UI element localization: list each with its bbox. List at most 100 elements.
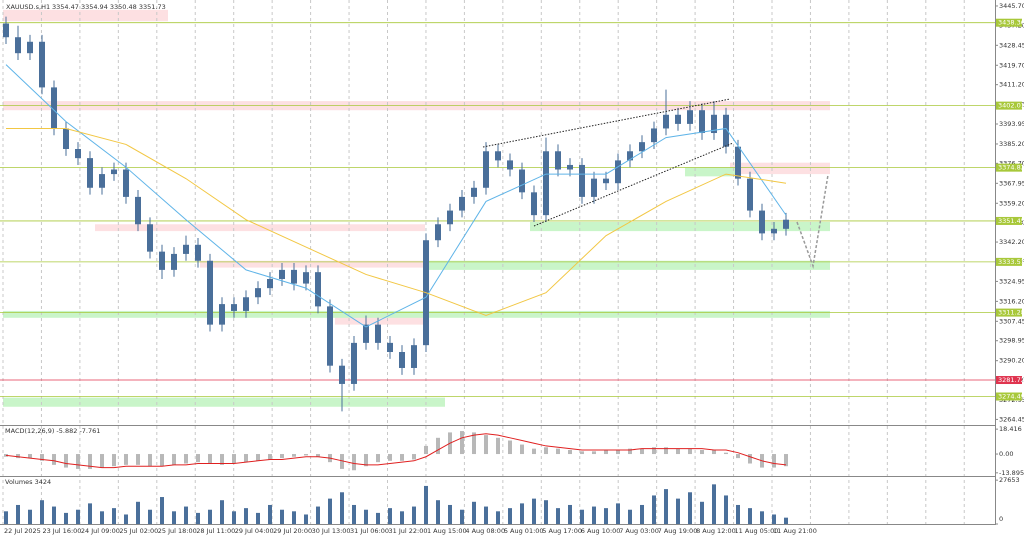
volume-bar (4, 511, 8, 524)
candle-body (663, 114, 669, 129)
y-tick-label: 3376.70 (999, 159, 1024, 167)
macd-bar (736, 454, 740, 459)
macd-bar (640, 448, 644, 455)
volume-bar (316, 506, 320, 524)
volume-bar (592, 506, 596, 524)
candle-body (735, 146, 741, 179)
volume-bar (172, 511, 176, 524)
macd-bar (616, 449, 620, 455)
volume-bar (772, 514, 776, 524)
x-tick-label: 5 Aug 17:00 (542, 527, 582, 535)
volume-bar (328, 498, 332, 524)
candle-body (651, 128, 657, 143)
macd-bar (40, 454, 44, 461)
macd-bar (496, 437, 500, 455)
macd-bar (628, 448, 632, 455)
volume-bar (304, 514, 308, 524)
x-tick-label: 31 Jul 06:00 (350, 527, 389, 535)
y-tick-label: 3342.20 (999, 238, 1024, 246)
x-tick-label: 6 Aug 10:00 (581, 527, 621, 535)
candle-body (75, 148, 81, 159)
x-tick-label: 31 Jul 22:00 (389, 527, 428, 535)
volume-bar (112, 508, 116, 524)
level-label-box (996, 18, 1022, 27)
x-tick-label: 11 Aug 21:00 (773, 527, 817, 535)
y-tick-label: 3324.95 (999, 277, 1024, 285)
volume-bar (532, 498, 536, 524)
candle-body (267, 279, 273, 289)
macd-tick-label: -13.895 (999, 469, 1024, 477)
volume-bar (628, 509, 632, 524)
x-tick-label: 28 Jul 11:00 (196, 527, 235, 535)
candle-body (675, 114, 681, 124)
volume-bar (88, 503, 92, 524)
candle-body (627, 151, 633, 161)
macd-bar (196, 454, 200, 463)
zone (200, 260, 425, 268)
macd-bar (244, 454, 248, 463)
volume-bar (544, 500, 548, 524)
candle-body (411, 345, 417, 368)
candle-body (507, 160, 513, 170)
candle-body (159, 251, 165, 270)
y-tick-label: 3445.70 (999, 2, 1024, 10)
candle-body (759, 210, 765, 234)
y-tick-label: 3393.95 (999, 120, 1024, 128)
level-label: 3438.36 (998, 19, 1024, 27)
candle-body (711, 114, 717, 134)
candle-body (195, 244, 201, 261)
volume-bar (400, 511, 404, 524)
macd-bar (100, 454, 104, 468)
symbol: XAUUSD.s,H1 (6, 3, 50, 11)
x-tick-label: 8 Aug 12:00 (696, 527, 736, 535)
forecast-path (796, 174, 829, 269)
volume-bar (64, 512, 68, 524)
candle-body (27, 41, 33, 54)
candle-body (147, 224, 153, 252)
candle-body (447, 210, 453, 225)
macd-tick-label: 0.00 (999, 450, 1013, 458)
volume-tick-label: 0 (999, 515, 1003, 523)
volume-bar (196, 512, 200, 524)
macd-tick-label: 18.416 (999, 425, 1022, 433)
macd-bar (280, 454, 284, 459)
candle-body (639, 142, 645, 152)
macd-bar (292, 454, 296, 457)
volume-bar (148, 509, 152, 524)
macd-bar (580, 451, 584, 455)
macd-bar (148, 454, 152, 467)
x-tick-label: 7 Aug 19:00 (658, 527, 698, 535)
candle-body (51, 87, 57, 129)
candle-body (603, 178, 609, 184)
moving-average (5, 64, 787, 328)
candle-body (459, 196, 465, 211)
y-tick-label: 3359.20 (999, 199, 1024, 207)
y-tick-label: 3367.95 (999, 179, 1024, 187)
candle-body (111, 169, 117, 175)
x-tick-label: 30 Jul 13:00 (312, 527, 351, 535)
macd-bar (160, 454, 164, 467)
y-tick-label: 3428.45 (999, 41, 1024, 49)
macd-bar (652, 447, 656, 455)
zone (685, 167, 735, 177)
macd-bar (220, 454, 224, 465)
candle-body (531, 192, 537, 216)
level-label-box (996, 216, 1022, 225)
volume-bar (184, 506, 188, 524)
candle-body (483, 151, 489, 188)
macd-bar (460, 431, 464, 455)
macd-bar (304, 454, 308, 456)
volume-bar (652, 495, 656, 524)
volume-bar (496, 511, 500, 524)
candle-body (279, 269, 285, 280)
volume-bar (292, 511, 296, 524)
volume-bar (340, 492, 344, 524)
volume-bar (40, 500, 44, 524)
candle-body (783, 219, 789, 229)
candle-body (387, 342, 393, 353)
volume-bar (676, 498, 680, 524)
candle-body (255, 288, 261, 298)
volume-bar (568, 504, 572, 524)
macd-bar (412, 454, 416, 460)
volume-bar (508, 508, 512, 524)
